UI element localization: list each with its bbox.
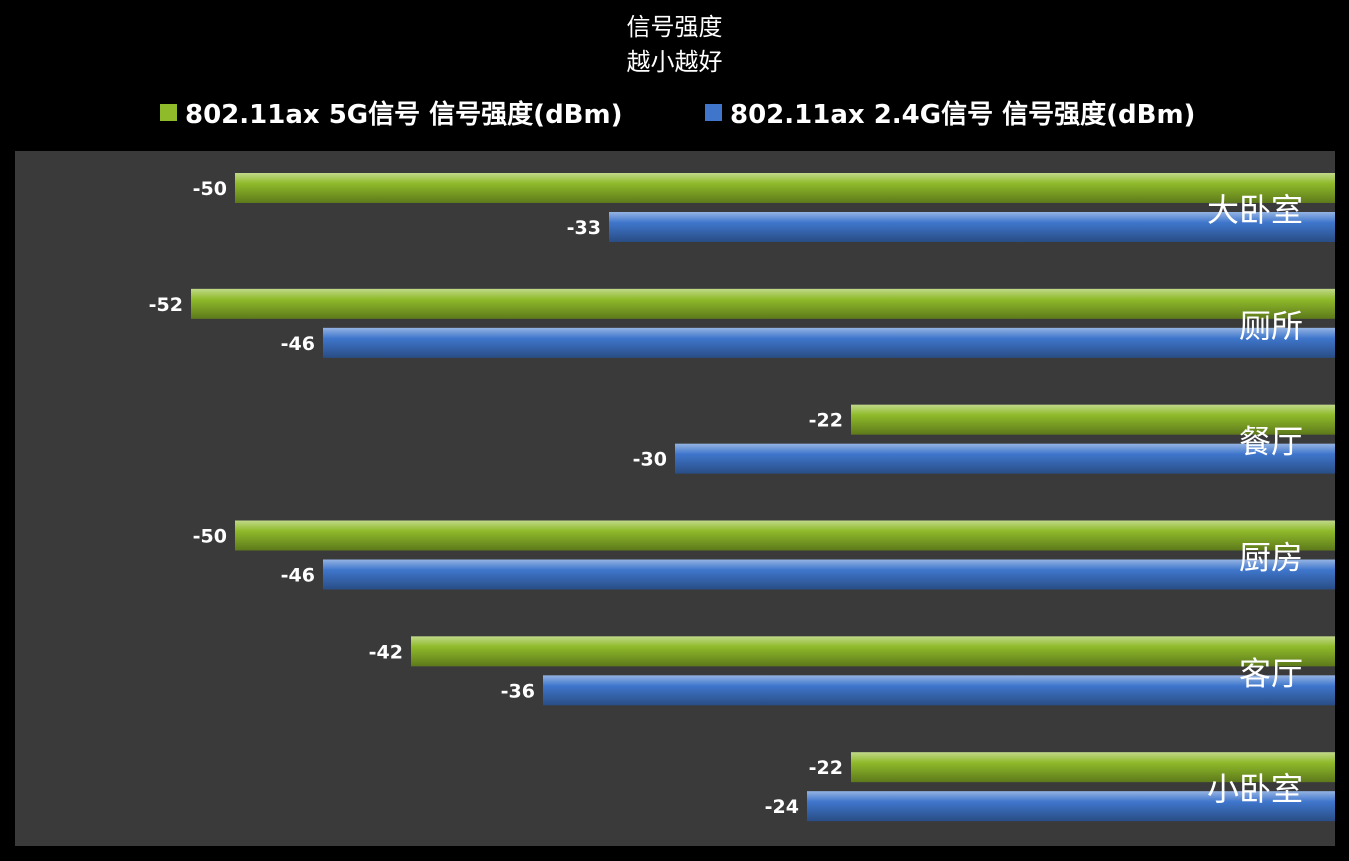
data-label-24g-4: -36 (501, 680, 535, 702)
bar-5g-1 (191, 288, 1335, 319)
data-label-24g-1: -46 (281, 333, 315, 355)
data-label-24g-3: -46 (281, 565, 315, 587)
data-label-5g-3: -50 (193, 526, 227, 548)
data-label-5g-1: -52 (149, 294, 183, 316)
category-label-4: 客厅 (1239, 654, 1303, 692)
legend-item-24g: 802.11ax 2.4G信号 信号强度(dBm) (705, 92, 1195, 132)
bar-24g-5 (807, 791, 1335, 822)
category-label-2: 餐厅 (1239, 423, 1303, 461)
category-label-0: 大卧室 (1207, 191, 1303, 229)
legend-item-5g: 802.11ax 5G信号 信号强度(dBm) (160, 92, 622, 132)
legend-swatch-24g (705, 103, 722, 121)
bar-24g-2 (675, 443, 1335, 474)
bar-5g-2 (851, 404, 1335, 435)
data-label-5g-0: -50 (193, 178, 227, 200)
data-label-24g-5: -24 (765, 796, 799, 818)
plot-area: -50 -33 大卧室 -52 -46 厕所 -22 -30 餐厅 -50 -46 厨房 -42 -36 客… (15, 151, 1335, 846)
bar-24g-4 (543, 675, 1335, 706)
category-label-1: 厕所 (1239, 307, 1303, 345)
bar-5g-3 (235, 520, 1335, 551)
category-label-3: 厨房 (1239, 539, 1303, 577)
bar-5g-5 (851, 752, 1335, 783)
data-label-5g-4: -42 (369, 641, 403, 663)
bar-24g-1 (323, 327, 1335, 358)
legend-swatch-5g (160, 103, 177, 121)
data-label-5g-2: -22 (809, 410, 843, 432)
data-label-24g-2: -30 (633, 449, 667, 471)
bar-chart-svg: -50 -33 大卧室 -52 -46 厕所 -22 -30 餐厅 -50 -46 厨房 -42 -36 客… (149, 173, 1335, 822)
category-label-5: 小卧室 (1207, 770, 1303, 808)
legend-label-24g: 802.11ax 2.4G信号 信号强度(dBm) (730, 99, 1196, 130)
bar-5g-4 (411, 636, 1335, 667)
bar-5g-0 (235, 173, 1335, 203)
bar-24g-0 (609, 212, 1335, 242)
data-label-5g-5: -22 (809, 757, 843, 779)
data-label-24g-0: -33 (567, 217, 601, 239)
bar-24g-3 (323, 559, 1335, 590)
chart-title-line-1: 信号强度 (626, 13, 723, 41)
legend-label-5g: 802.11ax 5G信号 信号强度(dBm) (185, 99, 623, 130)
chart-title-line-2: 越小越好 (626, 48, 723, 76)
chart-legend: 802.11ax 5G信号 信号强度(dBm) 802.11ax 2.4G信号 … (0, 92, 1349, 132)
